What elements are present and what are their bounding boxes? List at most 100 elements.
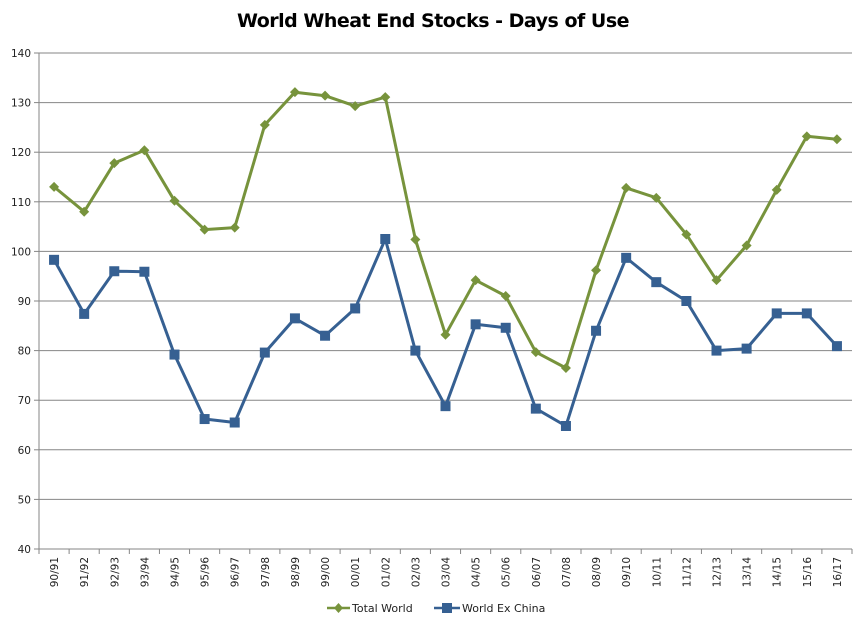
data-point[interactable] (591, 265, 602, 276)
x-tick-label: 91/92 (79, 557, 91, 587)
data-point[interactable] (560, 420, 571, 431)
data-point[interactable] (320, 90, 331, 101)
data-point[interactable] (621, 252, 632, 263)
data-point[interactable] (109, 266, 120, 277)
legend-item-total-world[interactable]: Total World (327, 602, 413, 615)
x-tick-label: 13/14 (742, 557, 754, 588)
data-point[interactable] (801, 131, 812, 142)
y-tick-label: 90 (18, 296, 31, 308)
y-tick-label: 110 (11, 197, 31, 209)
y-tick-label: 60 (18, 445, 31, 457)
data-point[interactable] (681, 296, 692, 306)
data-point[interactable] (681, 229, 692, 240)
data-point[interactable] (139, 266, 150, 277)
data-point[interactable] (711, 275, 722, 286)
data-point[interactable] (109, 158, 120, 169)
data-point[interactable] (831, 134, 842, 145)
x-tick-label: 97/98 (260, 557, 272, 587)
x-tick-label: 00/01 (350, 557, 362, 587)
diamond-marker-icon (334, 603, 343, 613)
data-point[interactable] (470, 275, 481, 286)
data-point[interactable] (831, 341, 842, 352)
data-point[interactable] (530, 347, 541, 358)
x-tick-label: 09/10 (621, 557, 633, 587)
legend-label: Total World (351, 602, 413, 615)
x-tick-label: 01/02 (380, 557, 392, 587)
data-point[interactable] (259, 347, 270, 358)
data-point[interactable] (801, 308, 812, 319)
data-point[interactable] (410, 345, 421, 356)
x-tick-label: 98/99 (290, 557, 302, 587)
data-point[interactable] (500, 291, 511, 302)
x-tick-label: 94/95 (170, 557, 182, 587)
data-point[interactable] (49, 254, 60, 265)
data-point[interactable] (350, 101, 361, 112)
data-point[interactable] (500, 322, 511, 333)
y-tick-label: 120 (11, 147, 31, 159)
data-point[interactable] (259, 119, 270, 130)
data-point[interactable] (199, 414, 210, 425)
x-tick-label: 90/91 (49, 557, 61, 587)
data-point[interactable] (440, 401, 451, 412)
series-line (53, 90, 838, 370)
data-point[interactable] (771, 308, 782, 319)
series-group (49, 87, 842, 431)
square-marker-icon (442, 603, 452, 613)
y-tick-label: 50 (18, 494, 31, 506)
data-point[interactable] (229, 417, 240, 428)
x-tick-label: 14/15 (772, 557, 784, 587)
data-point[interactable] (560, 362, 571, 373)
x-tick-label: 08/09 (591, 557, 603, 587)
x-axis: 90/91 91/92 92/93 93/94 94/95 95/96 96/97 97/98… (38, 548, 853, 588)
data-point[interactable] (49, 181, 60, 192)
data-point[interactable] (139, 145, 150, 156)
data-point[interactable] (79, 308, 90, 319)
series-world-ex-china (49, 234, 842, 431)
series-total-world (49, 87, 842, 373)
data-point[interactable] (651, 277, 662, 288)
data-point[interactable] (320, 330, 331, 341)
y-tick-label: 70 (18, 395, 31, 407)
data-point[interactable] (380, 234, 391, 244)
data-point[interactable] (741, 240, 752, 251)
y-tick-label: 100 (11, 246, 31, 258)
data-point[interactable] (169, 195, 180, 206)
data-point[interactable] (440, 329, 451, 340)
x-tick-label: 05/06 (501, 557, 513, 588)
x-tick-label: 03/04 (441, 557, 453, 588)
data-point[interactable] (711, 345, 722, 356)
x-tick-label: 96/97 (230, 557, 242, 587)
data-point[interactable] (289, 313, 300, 324)
y-tick-label: 80 (18, 346, 31, 358)
x-tick-label: 10/11 (651, 557, 663, 587)
x-tick-label: 02/03 (410, 557, 422, 587)
data-point[interactable] (289, 87, 300, 98)
data-point[interactable] (771, 184, 782, 195)
x-tick-label: 95/96 (200, 557, 212, 588)
data-point[interactable] (79, 206, 90, 217)
y-tick-label: 140 (11, 48, 31, 60)
data-point[interactable] (591, 325, 602, 336)
data-point[interactable] (229, 222, 240, 233)
legend-label: World Ex China (462, 602, 545, 615)
data-point[interactable] (169, 349, 180, 360)
data-point[interactable] (741, 343, 752, 354)
x-tick-label: 11/12 (681, 557, 693, 587)
data-point[interactable] (199, 224, 210, 235)
data-point[interactable] (350, 303, 361, 314)
data-point[interactable] (621, 182, 632, 193)
data-point[interactable] (651, 192, 662, 203)
x-tick-label: 92/93 (109, 557, 121, 587)
x-tick-label: 12/13 (712, 557, 724, 587)
data-point[interactable] (410, 234, 421, 245)
data-point[interactable] (380, 92, 391, 103)
x-tick-label: 16/17 (832, 557, 844, 587)
data-point[interactable] (530, 403, 541, 414)
y-tick-label: 40 (18, 544, 31, 556)
data-point[interactable] (470, 319, 481, 330)
x-tick-label: 07/08 (561, 557, 573, 587)
y-axis: 40 50 60 70 80 90 100 110 120 130 140 (11, 48, 40, 556)
legend-item-world-ex-china[interactable]: World Ex China (434, 602, 545, 615)
y-tick-label: 130 (11, 98, 31, 110)
